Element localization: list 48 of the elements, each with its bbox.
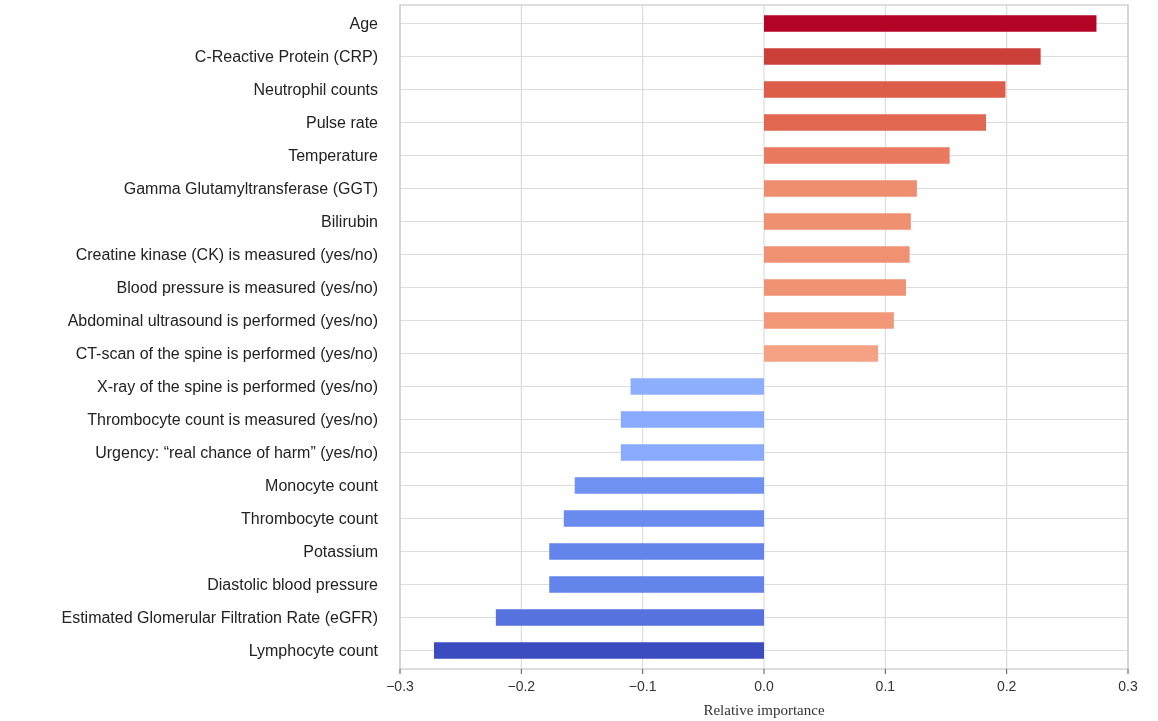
bar <box>764 15 1097 32</box>
y-tick-label: CT-scan of the spine is performed (yes/no) <box>75 345 378 363</box>
y-tick-label: Thrombocyte count is measured (yes/no) <box>87 411 378 429</box>
bar <box>433 642 764 659</box>
bar <box>764 213 911 230</box>
bar <box>620 444 764 461</box>
y-tick-label: Temperature <box>288 147 379 165</box>
x-tick-label: 0.2 <box>996 678 1017 694</box>
x-tick-label: 0.0 <box>754 678 774 694</box>
bar <box>764 81 1006 98</box>
x-tick-label: 0.1 <box>875 678 896 694</box>
bar <box>764 345 879 362</box>
bar <box>764 279 906 296</box>
y-tick-label: Abdominal ultrasound is performed (yes/no) <box>67 312 378 330</box>
bar <box>630 378 764 395</box>
y-tick-label: Pulse rate <box>305 114 379 132</box>
y-tick-label: Blood pressure is measured (yes/no) <box>116 279 378 297</box>
bar <box>495 609 764 626</box>
y-tick-label: C-Reactive Protein (CRP) <box>194 48 378 66</box>
x-tick-label: −0.3 <box>386 678 415 694</box>
bar <box>764 180 917 197</box>
y-tick-label: Urgency: “real chance of harm” (yes/no) <box>95 444 378 462</box>
x-axis-title: Relative importance <box>703 702 825 718</box>
y-tick-label: Creatine kinase (CK) is measured (yes/no) <box>75 246 378 264</box>
bar <box>764 114 987 131</box>
y-tick-label: Diastolic blood pressure <box>207 576 379 594</box>
y-tick-label: Age <box>349 15 379 33</box>
bar <box>620 411 764 428</box>
y-tick-label: Neutrophil counts <box>253 81 378 99</box>
y-tick-label: Bilirubin <box>321 213 378 231</box>
y-tick-label: Lymphocyte count <box>248 642 379 660</box>
x-tick-label: 0.3 <box>1118 678 1138 694</box>
bar <box>549 576 764 593</box>
bar <box>563 510 764 527</box>
y-tick-label: X-ray of the spine is performed (yes/no) <box>96 378 378 396</box>
x-tick-label: −0.1 <box>628 678 657 694</box>
bar <box>764 48 1041 65</box>
y-tick-label: Estimated Glomerular Filtration Rate (eGFR) <box>61 609 378 627</box>
y-tick-label: Potassium <box>303 543 378 561</box>
y-tick-label: Gamma Glutamyltransferase (GGT) <box>123 180 378 198</box>
y-tick-label: Monocyte count <box>265 477 379 495</box>
bar <box>574 477 764 494</box>
bar <box>549 543 764 560</box>
x-tick-label: −0.2 <box>507 678 536 694</box>
bar <box>764 246 910 263</box>
y-tick-label: Thrombocyte count <box>241 510 379 528</box>
bar <box>764 312 894 329</box>
bar <box>764 147 950 164</box>
